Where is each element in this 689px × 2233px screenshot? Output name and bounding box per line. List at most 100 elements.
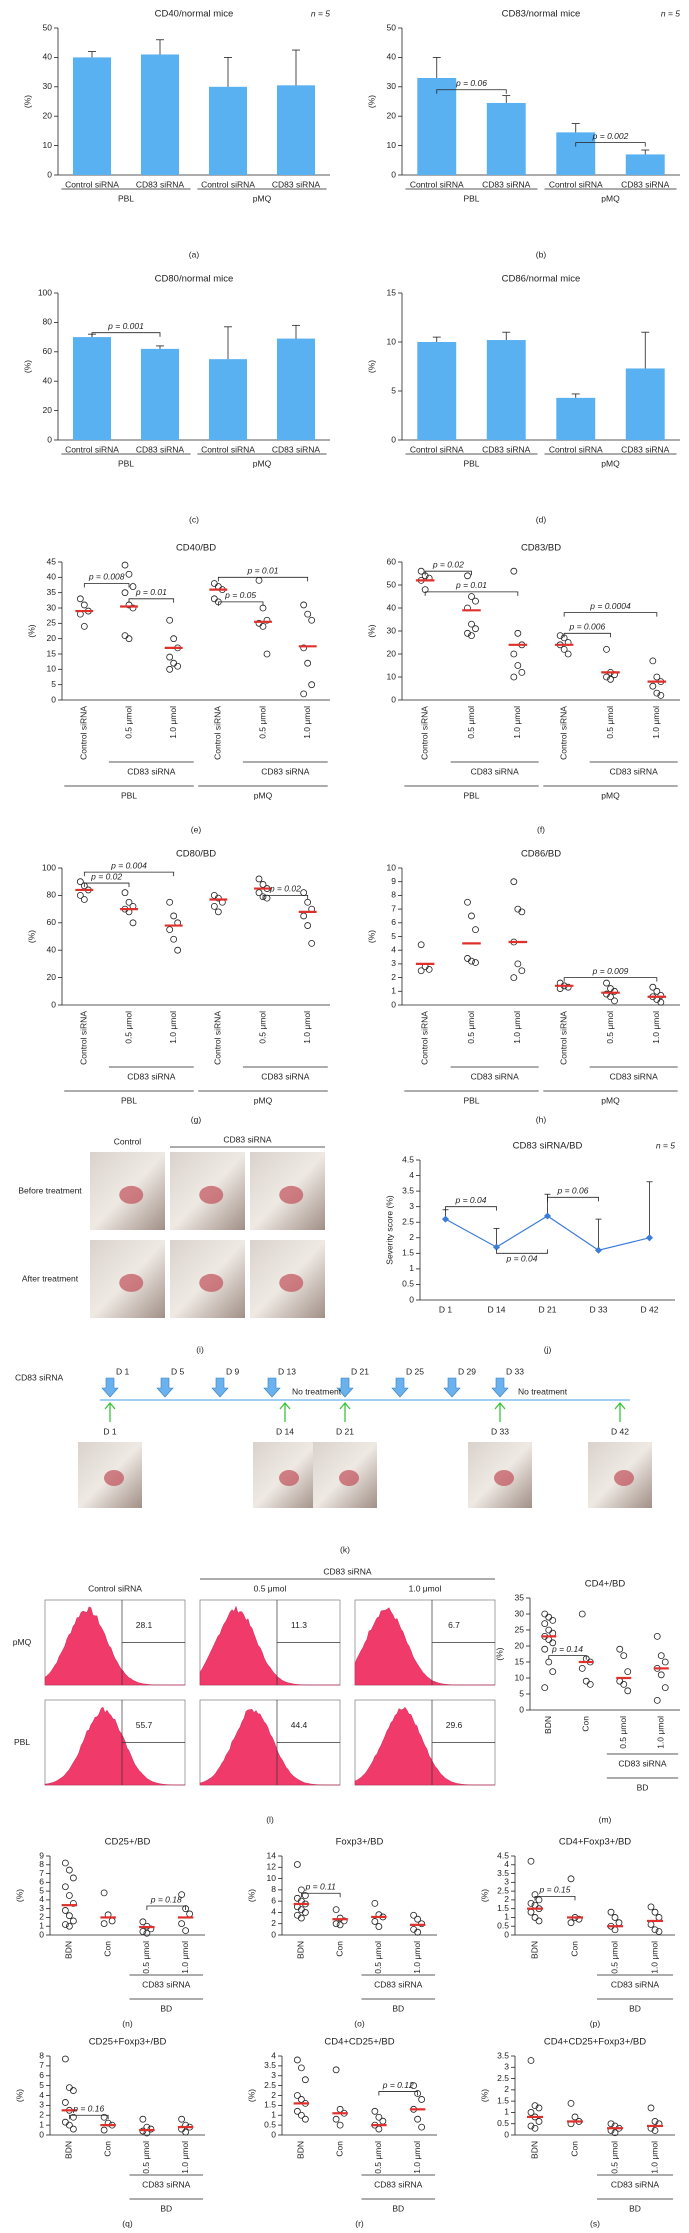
group-label: pMQ [254,1095,273,1105]
data-point [657,1671,665,1679]
treatment-day: D 21 [351,1366,369,1376]
data-point [69,1900,77,1907]
y-axis-label: (%) [22,95,32,108]
data-point [332,1920,340,1928]
data-point [545,1658,553,1666]
chart-title: CD83/normal mice [502,9,581,20]
column-label: Control [114,1136,142,1146]
y-tick-label: 20 [43,110,53,120]
chart-title: CD86/BD [521,849,561,860]
y-tick-label: 1 [391,986,396,996]
bar [140,54,180,175]
chart-title: CD40/BD [176,543,216,554]
x-tick-label: 1.0 μmol [649,1941,659,1974]
chart-title: CD25+/BD [105,1837,151,1848]
x-tick-label: CD83 siRNA [272,179,321,189]
photo-detail [199,1273,224,1292]
x-tick-label: 1.0 μmol [302,706,312,739]
p-value: p = 0.01 [135,587,167,597]
y-tick-label: 4 [391,944,396,954]
y-tick-label: 7 [39,2060,44,2070]
data-point [607,993,614,1001]
group-label: CD83 siRNA [610,1071,659,1081]
y-tick-label: 0 [47,434,52,444]
y-tick-label: 60 [43,346,53,356]
x-tick-label: BDN [296,1941,306,1959]
data-point [571,2113,579,2121]
panel-label: (k) [340,1544,350,1554]
y-tick-label: 2 [39,2110,44,2120]
x-tick-label: D 33 [590,1304,608,1314]
y-tick-label: 3 [39,2100,44,2110]
group-label: pMQ [601,790,620,800]
y-tick-label: 15 [515,1656,525,1666]
data-point [76,892,84,899]
y-tick-label: 10 [387,140,397,150]
data-point [100,1920,108,1927]
group-label: pMQ [253,458,272,468]
data-point [297,1906,305,1914]
data-point [549,1617,557,1624]
y-tick-label: 1 [39,1920,44,1930]
x-tick-label: CD83 siRNA [136,179,185,189]
y-tick-label: 2 [504,1894,509,1904]
data-point [182,1927,190,1935]
gate-value: 11.3 [291,1620,307,1630]
data-point [375,1923,383,1930]
data-point [567,2099,575,2107]
data-point [129,919,137,927]
data-point [651,1908,659,1916]
y-tick-label: 25 [515,1624,525,1634]
data-point [61,2118,69,2126]
y-tick-label: 50 [387,22,397,32]
data-point [166,665,174,673]
data-point [100,2126,108,2134]
data-point [80,601,88,609]
bar [208,86,248,175]
data-point [80,623,88,630]
data-point [535,1896,543,1904]
data-point [300,690,308,698]
data-point [468,620,475,628]
data-point [441,1215,450,1223]
x-tick-label: D 42 [641,1304,659,1314]
data-point [61,2099,69,2106]
y-tick-label: 4 [409,1170,414,1180]
significance-bracket [83,583,130,588]
panel-label: (f) [537,824,545,834]
y-tick-label: 20 [515,1640,525,1650]
data-point [510,974,518,981]
photo-detail [494,1470,514,1486]
data-point [624,1668,632,1675]
data-point [100,1889,108,1897]
annotation: n = 5 [661,8,680,18]
data-point [259,604,267,612]
x-tick-label: 1.0 μmol [302,1011,312,1044]
group-label: pMQ [601,458,620,468]
data-point [518,908,526,916]
p-value: p = 0.001 [107,321,144,331]
y-tick-label: 80 [47,890,57,900]
data-point [69,2087,77,2094]
p-value: p = 0.02 [269,884,301,894]
group-label: CD83 siRNA [127,766,176,776]
significance-bracket [217,601,264,606]
y-axis-label: (%) [246,1889,256,1902]
data-point [549,1639,557,1647]
y-tick-label: 10 [387,671,397,681]
data-point [549,1668,557,1675]
x-tick-label: CD83 siRNA [621,444,670,454]
group-label: CD83 siRNA [611,1979,660,1989]
group-label: BD [392,2203,404,2213]
significance-bracket [146,1905,187,1911]
data-point [174,662,182,670]
data-point [210,595,218,603]
y-tick-label: 25 [47,618,57,628]
y-tick-label: 0 [39,2129,44,2139]
group-label: CD83 siRNA [471,1071,520,1081]
chart-title: CD83 siRNA/BD [513,1141,583,1152]
data-point [336,1921,344,1929]
data-point [472,625,479,633]
y-tick-label: 4 [39,1894,44,1904]
data-point [425,965,433,973]
